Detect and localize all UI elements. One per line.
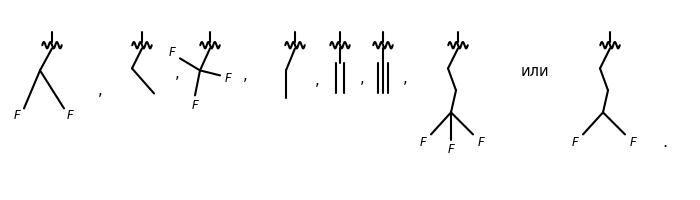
Text: F: F [225,72,232,85]
Text: F: F [629,136,636,149]
Text: ,: , [175,66,179,81]
Text: ,: , [360,71,364,86]
Text: F: F [477,136,484,149]
Text: .: . [662,135,668,150]
Text: ,: , [402,71,407,86]
Text: ,: , [243,68,247,83]
Text: F: F [572,136,578,149]
Text: F: F [447,143,454,156]
Text: ,: , [98,83,102,98]
Text: F: F [192,99,198,112]
Text: F: F [66,109,74,122]
Text: или: или [521,64,550,79]
Text: F: F [169,46,176,59]
Text: ,: , [315,73,319,88]
Text: F: F [13,109,20,122]
Text: F: F [419,136,426,149]
